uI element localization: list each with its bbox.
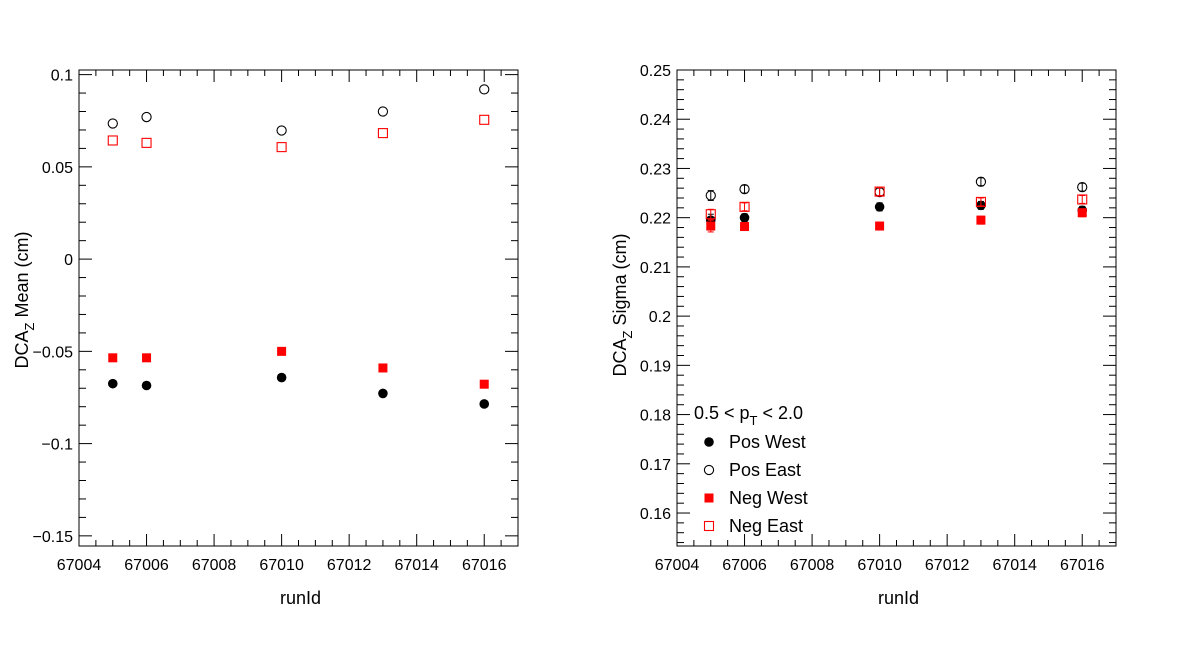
neg-east-point-4 bbox=[479, 114, 490, 125]
y-tick-label: −0.05 bbox=[33, 344, 74, 361]
y-tick-label: 0.05 bbox=[42, 160, 73, 177]
x-tick-label: 67016 bbox=[462, 557, 507, 574]
x-tick-label: 67014 bbox=[394, 557, 439, 574]
y-tick-label: 0.17 bbox=[640, 457, 671, 474]
neg-west-series bbox=[706, 208, 1087, 233]
neg-west-series bbox=[108, 346, 489, 389]
pos-west-point-3 bbox=[378, 388, 388, 399]
pos-west-point-0 bbox=[107, 378, 118, 389]
x-axis-title: runId bbox=[280, 588, 321, 608]
legend: 0.5 < pT < 2.0 Pos West Pos East Neg West Ne… bbox=[694, 403, 808, 536]
legend-label-neg-east: Neg East bbox=[729, 516, 803, 536]
x-tick-label: 67010 bbox=[259, 557, 304, 574]
x-tick-label: 67016 bbox=[1060, 557, 1105, 574]
neg-east-point-2 bbox=[276, 142, 287, 153]
x-tick-label: 67006 bbox=[124, 557, 169, 574]
mean-panel: 67004 67006 67008 67010 67012 67014 67016 −0.15… bbox=[12, 68, 519, 608]
neg-east-point-2 bbox=[874, 186, 885, 197]
neg-west-point-0 bbox=[706, 221, 716, 231]
y-tick-label: 0.22 bbox=[640, 211, 671, 228]
y-tick-label: 0.25 bbox=[640, 63, 671, 80]
pos-west-point-4 bbox=[479, 399, 490, 409]
sigma-panel: 67004 67006 67008 67010 67012 67014 67016 0.16 0… bbox=[610, 63, 1117, 608]
x-axis-title: runId bbox=[878, 588, 919, 608]
neg-east-series bbox=[705, 186, 1088, 220]
legend-neg-east-point-0 bbox=[703, 520, 715, 532]
pos-east-point-1 bbox=[141, 111, 152, 123]
neg-west-point-3 bbox=[378, 363, 388, 373]
x-tick-label: 67006 bbox=[722, 557, 767, 574]
neg-west-point-1 bbox=[142, 353, 152, 363]
legend-pos-west-point-0 bbox=[704, 437, 714, 447]
pos-west-point-2 bbox=[276, 372, 287, 383]
legend-header: 0.5 < pT < 2.0 bbox=[694, 403, 803, 428]
y-tick-label: 0.16 bbox=[640, 506, 671, 523]
pos-east-point-2 bbox=[276, 125, 287, 136]
pos-east-point-1 bbox=[739, 183, 750, 195]
y-tick-label: 0.23 bbox=[640, 161, 671, 178]
y-tick-label: 0.1 bbox=[51, 68, 73, 85]
pos-east-point-0 bbox=[107, 118, 118, 129]
pos-west-point-2 bbox=[874, 202, 885, 212]
pos-east-point-0 bbox=[705, 190, 716, 201]
y-axis-title: DCAZ Mean (cm) bbox=[12, 232, 37, 369]
neg-east-point-1 bbox=[141, 137, 152, 148]
neg-east-series bbox=[107, 114, 490, 153]
neg-east-point-0 bbox=[107, 135, 118, 146]
pos-west-point-1 bbox=[739, 212, 750, 223]
pos-east-series bbox=[705, 176, 1088, 201]
neg-west-point-3 bbox=[976, 215, 986, 225]
legend-label-pos-east: Pos East bbox=[729, 460, 801, 480]
y-tick-label: 0.24 bbox=[640, 112, 671, 129]
y-tick-label: 0 bbox=[64, 252, 73, 269]
x-tick-label: 67004 bbox=[655, 557, 700, 574]
legend-neg-west-point-0 bbox=[704, 493, 714, 503]
neg-west-point-4 bbox=[1077, 208, 1087, 218]
neg-west-point-2 bbox=[277, 346, 287, 356]
y-tick-label: 0.19 bbox=[640, 358, 671, 375]
pos-west-point-1 bbox=[141, 380, 152, 391]
neg-east-point-3 bbox=[975, 196, 986, 207]
pos-east-point-4 bbox=[1077, 182, 1088, 193]
x-tick-label: 67004 bbox=[57, 557, 102, 574]
y-tick-label: −0.1 bbox=[41, 437, 73, 454]
neg-east-point-3 bbox=[377, 128, 388, 139]
legend-label-pos-west: Pos West bbox=[729, 432, 806, 452]
pos-west-series bbox=[107, 372, 490, 409]
x-tick-label: 67010 bbox=[857, 557, 902, 574]
neg-west-point-0 bbox=[108, 353, 118, 363]
y-tick-label: 0.2 bbox=[649, 309, 671, 326]
pos-east-point-3 bbox=[377, 106, 389, 117]
legend-label-neg-west: Neg West bbox=[729, 488, 808, 508]
x-tick-label: 67012 bbox=[327, 557, 372, 574]
neg-east-point-0 bbox=[705, 209, 716, 220]
neg-west-point-2 bbox=[875, 221, 885, 231]
legend-pos-east-point-0 bbox=[703, 464, 715, 476]
y-tick-label: −0.15 bbox=[33, 529, 74, 546]
pos-east-point-4 bbox=[479, 84, 490, 95]
y-axis-title: DCAZ Sigma (cm) bbox=[610, 234, 635, 377]
neg-west-point-1 bbox=[740, 222, 750, 232]
pos-east-point-3 bbox=[975, 176, 987, 187]
x-tick-label: 67008 bbox=[192, 557, 237, 574]
x-tick-label: 67008 bbox=[790, 557, 835, 574]
y-tick-label: 0.21 bbox=[640, 260, 671, 277]
pos-west-series bbox=[705, 200, 1088, 227]
x-tick-label: 67014 bbox=[992, 557, 1037, 574]
y-tick-label: 0.18 bbox=[640, 408, 671, 425]
neg-east-point-4 bbox=[1077, 194, 1088, 205]
neg-east-point-1 bbox=[739, 201, 750, 212]
neg-west-point-4 bbox=[479, 379, 489, 389]
x-tick-label: 67012 bbox=[925, 557, 970, 574]
pos-east-series bbox=[107, 84, 490, 136]
